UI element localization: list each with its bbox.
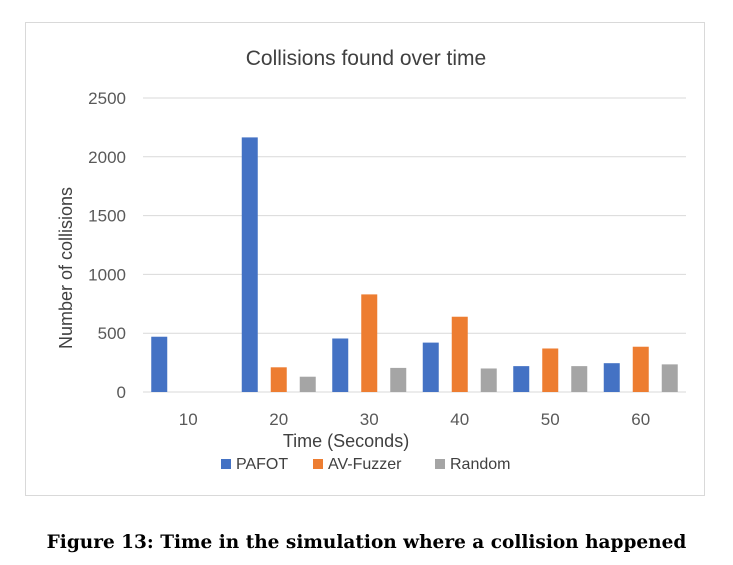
x-tick-label: 50 — [541, 410, 560, 429]
bar-pafot-10 — [151, 336, 168, 392]
y-tick-label: 2500 — [88, 89, 126, 108]
x-tick-label: 30 — [360, 410, 379, 429]
bar-av-fuzzer-40 — [451, 316, 468, 392]
legend-label: AV-Fuzzer — [328, 456, 402, 473]
bars — [151, 137, 678, 392]
legend-label: PAFOT — [236, 456, 288, 473]
bar-av-fuzzer-50 — [542, 348, 559, 392]
bar-pafot-60 — [603, 363, 620, 392]
bar-random-50 — [571, 366, 588, 392]
legend: PAFOT AV-Fuzzer Random — [221, 456, 510, 473]
bar-av-fuzzer-30 — [361, 294, 378, 392]
y-axis-label: Number of collisions — [56, 187, 76, 349]
x-tick-label: 40 — [450, 410, 469, 429]
y-tick-label: 1000 — [88, 265, 126, 284]
legend-swatch — [221, 459, 231, 469]
bar-pafot-20 — [241, 137, 258, 392]
bar-pafot-30 — [332, 338, 349, 392]
bar-av-fuzzer-60 — [632, 346, 649, 392]
y-tick-label: 500 — [98, 324, 126, 343]
figure-caption: Figure 13: Time in the simulation where … — [46, 532, 687, 553]
y-tick-label: 0 — [117, 383, 126, 402]
chart-plot: Collisions found over time 0 500 1000 1500 2… — [56, 47, 686, 473]
y-tick-label: 1500 — [88, 207, 126, 226]
x-tick-label: 60 — [631, 410, 650, 429]
x-tick-labels: 10 20 30 40 50 60 — [179, 410, 650, 429]
y-tick-label: 2000 — [88, 148, 126, 167]
bar-random-30 — [390, 367, 407, 392]
gridlines — [143, 97, 686, 393]
legend-label: Random — [450, 456, 510, 473]
bar-av-fuzzer-20 — [270, 367, 287, 392]
x-tick-label: 10 — [179, 410, 198, 429]
legend-swatch — [313, 459, 323, 469]
bar-random-40 — [480, 368, 497, 392]
x-tick-label: 20 — [269, 410, 288, 429]
y-tick-labels: 0 500 1000 1500 2000 2500 — [88, 89, 126, 402]
chart-container: Collisions found over time 0 500 1000 1500 2… — [25, 22, 705, 496]
bar-random-60 — [661, 364, 678, 392]
legend-swatch — [435, 459, 445, 469]
bar-random-20 — [299, 376, 316, 392]
chart-title: Collisions found over time — [246, 47, 486, 70]
bar-pafot-50 — [513, 366, 530, 392]
x-axis-label: Time (Seconds) — [283, 431, 409, 451]
bar-pafot-40 — [422, 342, 439, 392]
